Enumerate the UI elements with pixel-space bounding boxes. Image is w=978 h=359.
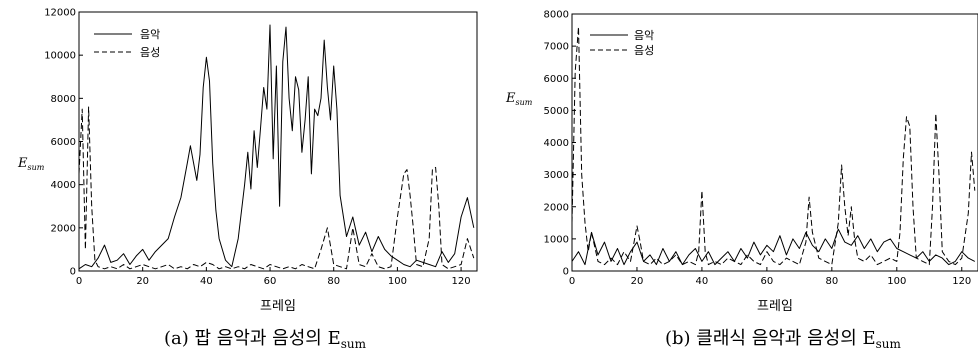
y-tick-label: 6000 [544, 74, 569, 85]
x-tick-label: 120 [952, 276, 971, 287]
x-tick-label: 60 [264, 276, 277, 287]
y-tick-label: 7000 [544, 42, 569, 53]
y-tick-label: 2000 [544, 202, 569, 213]
x-tick-label: 20 [136, 276, 149, 287]
y-axis-label: Esum [505, 91, 533, 107]
series-line-music [78, 24, 475, 270]
plot-frame [571, 13, 978, 272]
y-tick-label: 5000 [544, 106, 569, 117]
legend: 음악 음성 [590, 29, 654, 57]
x-tick-label: 40 [200, 276, 213, 287]
caption-main: (b) 클래식 음악과 음성의 E [665, 328, 876, 349]
x-tick-label: 80 [327, 276, 340, 287]
series-line-speech [571, 26, 976, 266]
y-axis-label-main: E [505, 91, 516, 106]
y-axis-ticks: 0 2000 4000 6000 8000 10000 12000 [44, 8, 83, 278]
legend: 음악 음성 [94, 28, 160, 59]
legend-label-music: 음악 [634, 29, 654, 42]
y-tick-label: 8000 [544, 10, 569, 21]
x-tick-label: 80 [825, 276, 838, 287]
x-axis-label: 프레임 [260, 299, 296, 314]
y-axis-label-sub: sum [516, 98, 533, 107]
y-tick-label: 2000 [51, 223, 76, 234]
caption: (b) 클래식 음악과 음성의 Esum [665, 328, 902, 351]
x-axis-ticks: 0 20 40 60 80 100 120 [569, 267, 971, 287]
y-tick-label: 6000 [51, 137, 76, 148]
y-tick-label: 4000 [544, 138, 569, 149]
y-tick-label: 0 [563, 267, 569, 278]
y-tick-label: 12000 [44, 8, 76, 19]
y-axis-label-main: E [17, 156, 28, 171]
caption-main: (a) 팝 음악과 음성의 E [164, 328, 341, 349]
y-tick-label: 8000 [51, 94, 76, 105]
y-axis-label-sub: sum [28, 163, 45, 172]
x-tick-label: 120 [452, 276, 471, 287]
legend-label-speech: 음성 [634, 44, 654, 57]
series-lines [78, 24, 475, 270]
caption: (a) 팝 음악과 음성의 Esum [164, 328, 367, 351]
caption-sub: sum [876, 337, 902, 351]
x-tick-label: 100 [388, 276, 407, 287]
caption-sub: sum [341, 337, 367, 351]
y-axis-ticks: 0 1000 2000 3000 4000 5000 6000 7000 8000 [544, 10, 576, 278]
x-axis-ticks: 0 20 40 60 80 100 120 [76, 267, 471, 287]
x-tick-label: 40 [696, 276, 709, 287]
series-line-music [571, 228, 976, 266]
y-tick-label: 3000 [544, 170, 569, 181]
series-line-speech [78, 106, 475, 270]
y-tick-label: 4000 [51, 180, 76, 191]
x-tick-label: 0 [569, 276, 575, 287]
y-tick-label: 0 [70, 267, 76, 278]
x-tick-label: 0 [76, 276, 82, 287]
x-tick-label: 100 [887, 276, 906, 287]
series-lines [571, 26, 976, 266]
x-tick-label: 60 [761, 276, 774, 287]
y-tick-label: 10000 [44, 51, 76, 62]
chart-classical: 0 1000 2000 3000 4000 5000 6000 7000 8000 0 20 40 6… [505, 10, 978, 351]
x-tick-label: 20 [631, 276, 644, 287]
x-axis-label: 프레임 [757, 299, 793, 314]
y-axis-label: Esum [17, 156, 45, 172]
y-tick-label: 1000 [544, 234, 569, 245]
legend-label-music: 음악 [140, 28, 160, 41]
legend-label-speech: 음성 [140, 46, 160, 59]
chart-pop: 0 2000 4000 6000 8000 10000 12000 0 20 40 60 80 100… [17, 8, 478, 351]
